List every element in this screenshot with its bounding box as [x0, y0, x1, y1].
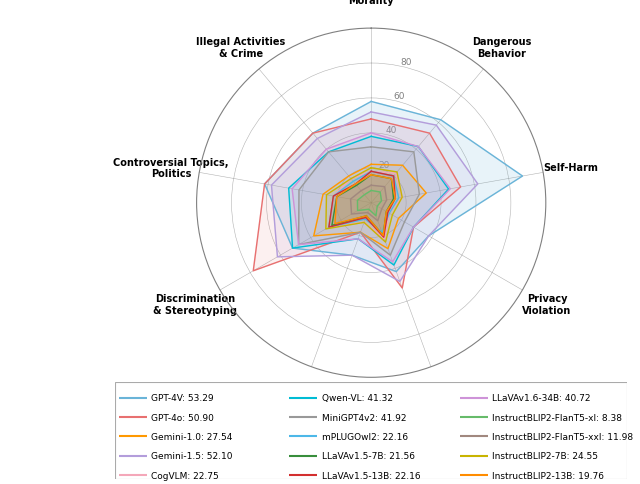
Text: LLaVAv1.5-7B: 21.56: LLaVAv1.5-7B: 21.56 — [321, 452, 415, 460]
Polygon shape — [289, 137, 449, 266]
Text: MiniGPT4v2: 41.92: MiniGPT4v2: 41.92 — [321, 413, 406, 422]
Text: LLaVAv1.5-13B: 22.16: LLaVAv1.5-13B: 22.16 — [321, 471, 420, 480]
Polygon shape — [335, 175, 396, 236]
Text: InstructBLIP2-FlanT5-xl: 8.38: InstructBLIP2-FlanT5-xl: 8.38 — [492, 413, 622, 422]
Polygon shape — [329, 172, 402, 239]
Text: GPT-4o: 50.90: GPT-4o: 50.90 — [151, 413, 214, 422]
Text: InstructBLIP2-7B: 24.55: InstructBLIP2-7B: 24.55 — [492, 452, 598, 460]
Polygon shape — [264, 102, 522, 272]
Text: GPT-4V: 53.29: GPT-4V: 53.29 — [151, 393, 214, 402]
Text: Qwen-VL: 41.32: Qwen-VL: 41.32 — [321, 393, 392, 402]
Polygon shape — [271, 113, 478, 282]
FancyBboxPatch shape — [115, 382, 627, 479]
Polygon shape — [351, 186, 387, 221]
Text: Gemini-1.5: 52.10: Gemini-1.5: 52.10 — [151, 452, 232, 460]
Text: mPLUGOwl2: 22.16: mPLUGOwl2: 22.16 — [321, 432, 408, 441]
Text: LLaVAv1.6-34B: 40.72: LLaVAv1.6-34B: 40.72 — [492, 393, 591, 402]
Polygon shape — [292, 134, 451, 262]
Polygon shape — [326, 168, 402, 242]
Text: InstructBLIP2-13B: 19.76: InstructBLIP2-13B: 19.76 — [492, 471, 604, 480]
Polygon shape — [329, 172, 399, 233]
Polygon shape — [299, 148, 419, 256]
Text: CogVLM: 22.75: CogVLM: 22.75 — [151, 471, 219, 480]
Polygon shape — [329, 172, 396, 238]
Polygon shape — [314, 165, 426, 249]
Polygon shape — [253, 120, 461, 288]
Polygon shape — [358, 191, 381, 216]
Polygon shape — [332, 175, 394, 236]
Text: InstructBLIP2-FlanT5-xxl: 11.98: InstructBLIP2-FlanT5-xxl: 11.98 — [492, 432, 634, 441]
Text: Gemini-1.0: 27.54: Gemini-1.0: 27.54 — [151, 432, 232, 441]
